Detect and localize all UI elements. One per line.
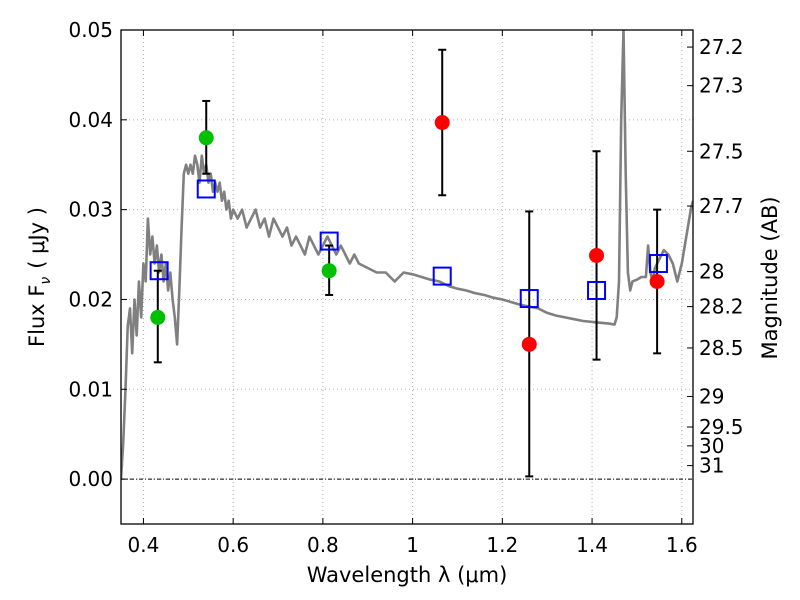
x-tick-label: 1 — [406, 533, 419, 557]
y-axis-title-main: Flux F — [25, 285, 49, 347]
y-tick-label: 0.02 — [68, 287, 113, 311]
model-spectrum-line — [121, 30, 693, 480]
y-tick-label: 0.00 — [68, 467, 113, 491]
axis-ticks: 0.4 0.6 0.8 1 1.2 1.4 1.6 0.00 0.01 0.02 0.03 0.04 0… — [68, 18, 743, 557]
y-tick-label: 0.01 — [68, 377, 113, 401]
y2-tick-label: 29.5 — [699, 415, 744, 439]
model-flux-square — [149, 261, 169, 281]
y2-tick-label: 30 — [699, 434, 724, 458]
model-flux-square — [196, 179, 216, 199]
y2-tick-label: 27.5 — [699, 139, 744, 163]
x-axis-title: Wavelength λ (μm) — [307, 563, 508, 587]
y2-tick-label: 31 — [699, 454, 724, 478]
ir-flux-point — [521, 336, 537, 352]
y-tick-label: 0.05 — [68, 18, 113, 42]
model-flux-square — [432, 266, 452, 286]
plot-content — [121, 30, 693, 480]
y-axis-title: Flux Fν ( μJy ) — [25, 207, 54, 347]
y2-tick-label: 27.3 — [699, 74, 744, 98]
y2-tick-label: 28.5 — [699, 336, 744, 360]
y2-tick-label: 28 — [699, 260, 724, 284]
x-tick-label: 0.6 — [217, 533, 249, 557]
x-tick-label: 0.4 — [128, 533, 160, 557]
y2-tick-label: 28.2 — [699, 295, 744, 319]
hst-flux-point — [321, 263, 337, 279]
ir-flux-point — [649, 273, 665, 289]
hst-flux-point — [150, 309, 166, 325]
ir-flux-point — [589, 247, 605, 263]
y-axis-title-subscript: ν — [38, 277, 54, 285]
model-flux-square — [519, 289, 539, 309]
x-tick-label: 1.4 — [576, 533, 608, 557]
y2-axis-title: Magnitude (AB) — [758, 196, 782, 359]
x-tick-label: 0.8 — [307, 533, 339, 557]
model-flux-square — [587, 280, 607, 300]
y2-tick-label: 27.2 — [699, 35, 744, 59]
y-axis-title-unit: ( μJy ) — [25, 207, 49, 269]
y2-tick-label: 29 — [699, 384, 724, 408]
model-flux-square — [319, 231, 339, 251]
plot-frame — [120, 29, 694, 525]
hst-flux-point — [198, 130, 214, 146]
y-tick-label: 0.03 — [68, 198, 113, 222]
ir-flux-point — [434, 115, 450, 131]
model-flux-square — [648, 254, 668, 274]
x-tick-label: 1.2 — [486, 533, 518, 557]
y-tick-label: 0.04 — [68, 108, 113, 132]
y2-tick-label: 27.7 — [699, 194, 744, 218]
x-tick-label: 1.6 — [666, 533, 698, 557]
